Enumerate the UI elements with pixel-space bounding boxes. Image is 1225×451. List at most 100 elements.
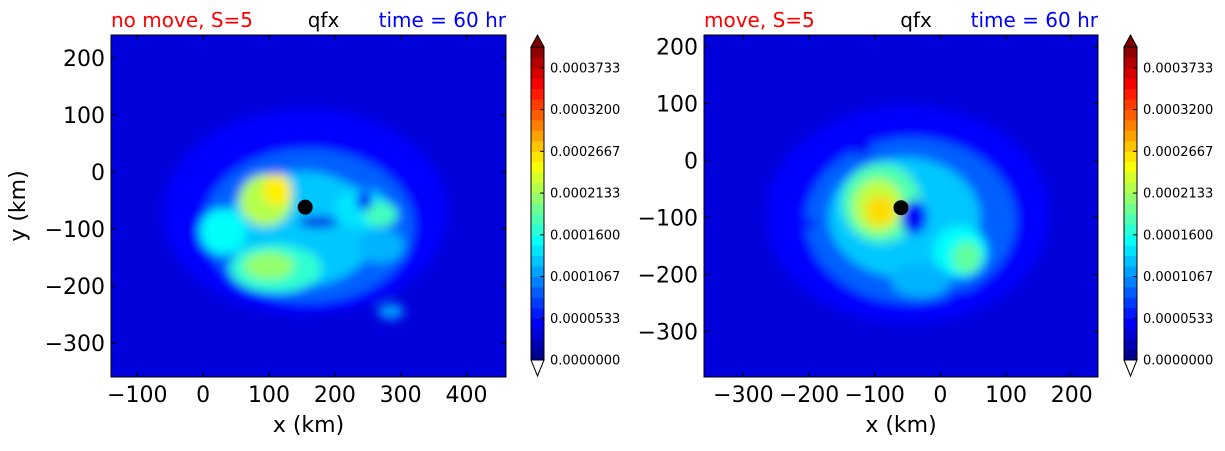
x-tick-label: 200 xyxy=(1051,383,1093,408)
colorbar-tick-label: 0.0001600 xyxy=(1143,228,1213,243)
colorbar-swatch xyxy=(531,99,544,110)
qfx-region xyxy=(377,303,404,320)
colorbar-swatch xyxy=(531,349,544,361)
colorbar-swatch xyxy=(531,255,544,267)
colorbar-swatch xyxy=(1124,109,1137,121)
colorbar-swatch xyxy=(1124,307,1137,319)
qfx-region xyxy=(891,263,951,298)
colorbar-tick-label: 0.0000000 xyxy=(1143,354,1213,369)
x-tick-label: −300 xyxy=(713,383,773,408)
y-tick-label: −300 xyxy=(45,332,105,357)
qfx-region xyxy=(948,290,972,305)
colorbar-swatch xyxy=(531,67,544,79)
storm-center-marker xyxy=(297,199,313,215)
variable-title: qfx xyxy=(900,8,932,32)
x-axis-label: x (km) xyxy=(865,413,936,438)
colorbar-swatch xyxy=(531,276,544,288)
colorbar-swatch xyxy=(1124,161,1137,173)
qfx-region xyxy=(865,195,895,226)
qfx-region xyxy=(802,218,816,228)
colorbar-swatch xyxy=(1124,57,1137,69)
qfx-region xyxy=(199,208,246,255)
qfx-contours xyxy=(766,106,1049,323)
colorbar-swatch xyxy=(1124,328,1137,340)
plot-frame xyxy=(110,34,507,378)
x-tick-label: −200 xyxy=(779,383,839,408)
qfx-region xyxy=(356,190,373,211)
x-tick-label: 400 xyxy=(446,383,488,408)
qfx-region xyxy=(851,143,872,155)
qfx-region xyxy=(952,241,982,274)
colorbar-tick-label: 0.0000533 xyxy=(1143,312,1213,327)
colorbar-swatch xyxy=(1124,245,1137,257)
x-axis-label: x (km) xyxy=(273,413,344,438)
colorbar-swatch xyxy=(531,224,544,236)
colorbar-extend-min xyxy=(1123,359,1138,378)
colorbar-tick-label: 0.0002133 xyxy=(1143,187,1213,202)
colorbar-tick-label: 0.0000000 xyxy=(550,354,620,369)
colorbar-frame xyxy=(1123,46,1138,361)
colorbar-extend-max xyxy=(1123,33,1138,48)
colorbar: 0.0000000 0.0000533 0.0001067 0.0001600 0.00… xyxy=(530,33,620,378)
colorbar-swatch xyxy=(531,213,544,225)
colorbar-swatch xyxy=(531,234,544,246)
colorbar-swatch xyxy=(531,78,544,90)
colorbar-swatch xyxy=(531,151,544,163)
colorbar-swatch xyxy=(531,182,544,194)
plot-frame xyxy=(703,34,1099,378)
x-tick-label: −100 xyxy=(845,383,905,408)
colorbar-swatch xyxy=(531,328,544,340)
colorbar-swatch xyxy=(1124,151,1137,163)
y-tick-label: 100 xyxy=(63,104,105,129)
colorbar: 0.0000000 0.0000533 0.0001067 0.0001600 0.00… xyxy=(1123,33,1213,378)
panel-1: −100 0 100 200 300 400 −300 −200 −100 0 100 200 x (k… xyxy=(6,8,620,438)
colorbar-swatch xyxy=(531,307,544,319)
time-title: time = 60 hr xyxy=(379,8,507,32)
colorbar-swatch xyxy=(1124,318,1137,330)
colorbar-swatch xyxy=(531,109,544,121)
colorbar-swatch xyxy=(1124,88,1137,100)
case-title: move, S=5 xyxy=(704,8,815,32)
x-tick-label: −100 xyxy=(107,383,167,408)
colorbar-tick-label: 0.0000533 xyxy=(550,312,620,327)
colorbar-swatch xyxy=(1124,266,1137,277)
colorbar-swatch xyxy=(1124,140,1137,152)
colorbar-swatch xyxy=(531,266,544,277)
colorbar-swatch xyxy=(531,297,544,309)
colorbar-tick-label: 0.0002667 xyxy=(550,145,620,160)
colorbar-swatch xyxy=(1124,339,1137,350)
colorbar-swatch xyxy=(1124,297,1137,309)
colorbar-swatch xyxy=(1124,67,1137,79)
y-tick-label: −100 xyxy=(45,218,105,243)
colorbar-swatch xyxy=(531,88,544,100)
colorbar-tick-label: 0.0001067 xyxy=(550,270,620,285)
y-tick-label: −200 xyxy=(45,275,105,300)
colorbar-swatch xyxy=(531,57,544,69)
colorbar-swatch xyxy=(531,245,544,257)
x-tick-label: 300 xyxy=(380,383,422,408)
x-tick-label: 0 xyxy=(933,383,947,408)
colorbar-tick-label: 0.0002667 xyxy=(1143,145,1213,160)
variable-title: qfx xyxy=(308,8,340,32)
y-tick-label: −300 xyxy=(638,320,698,345)
qfx-region xyxy=(243,252,295,280)
colorbar-swatch xyxy=(531,130,544,142)
y-tick-label: 0 xyxy=(684,149,698,174)
storm-center-marker xyxy=(893,200,909,216)
y-tick-label: −100 xyxy=(638,206,698,231)
colorbar-swatch xyxy=(531,193,544,204)
x-tick-label: 200 xyxy=(314,383,356,408)
colorbar-swatch xyxy=(1124,78,1137,90)
colorbar-swatch xyxy=(531,120,544,131)
y-axis-label: y (km) xyxy=(6,170,31,241)
y-tick-label: −200 xyxy=(638,263,698,288)
colorbar-swatch xyxy=(531,140,544,152)
colorbar-swatch xyxy=(1124,47,1137,58)
colorbar-swatch xyxy=(1124,193,1137,204)
colorbar-extend-max xyxy=(530,33,545,48)
colorbar-swatch xyxy=(1124,203,1137,215)
colorbar-swatch xyxy=(1124,99,1137,110)
x-tick-label: 100 xyxy=(985,383,1027,408)
colorbar-swatch xyxy=(531,47,544,58)
